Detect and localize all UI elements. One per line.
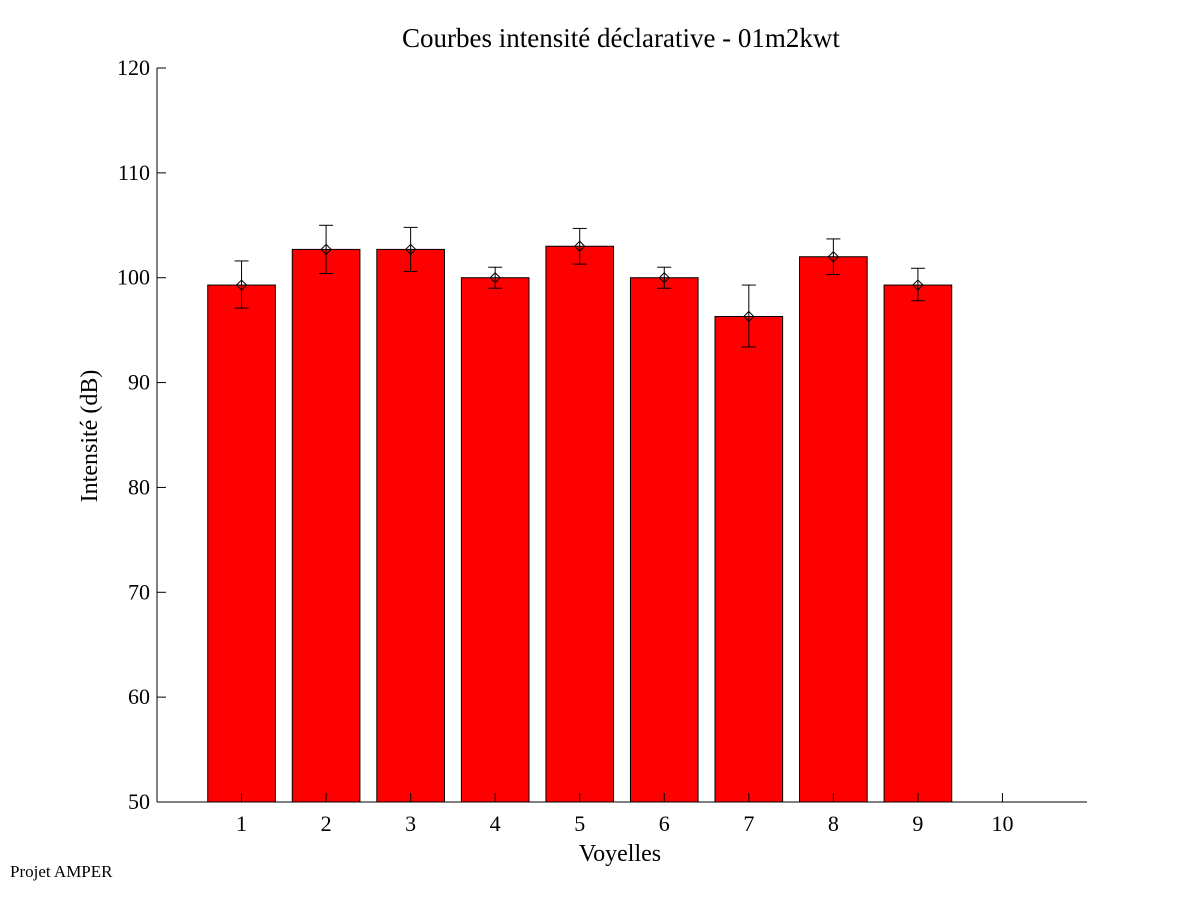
y-tick-label-110: 110: [118, 160, 150, 185]
y-tick-label-100: 100: [117, 265, 150, 290]
x-tick-label-7: 7: [743, 811, 754, 836]
chart-title: Courbes intensité déclarative - 01m2kwt: [402, 23, 840, 53]
bar-6: [629, 277, 699, 803]
x-tick-label-6: 6: [659, 811, 670, 836]
x-tick-label-8: 8: [828, 811, 839, 836]
x-tick-label-10: 10: [991, 811, 1013, 836]
mean-marker-4: [489, 272, 501, 284]
error-bar-4: [488, 266, 503, 289]
x-tick-label-2: 2: [321, 811, 332, 836]
bar-3: [376, 248, 445, 803]
error-bar-2: [319, 224, 334, 275]
x-tick-label-4: 4: [490, 811, 501, 836]
footer-credit: Projet AMPER: [10, 862, 113, 881]
mean-marker-3: [404, 243, 417, 256]
mean-marker-9: [912, 279, 924, 291]
mean-marker-8: [827, 251, 840, 263]
bar-8: [799, 256, 868, 803]
bar-9: [883, 284, 953, 803]
bar-4: [460, 277, 530, 803]
error-bar-7: [741, 284, 756, 348]
error-bar-5: [572, 227, 587, 265]
bar-5: [545, 245, 615, 803]
error-bar-6: [657, 266, 672, 289]
mean-marker-5: [574, 240, 586, 252]
y-tick-label-120: 120: [117, 55, 150, 80]
mean-marker-7: [743, 310, 755, 323]
x-tick-label-9: 9: [912, 811, 923, 836]
y-tick-label-80: 80: [128, 474, 150, 499]
x-tick-label-5: 5: [574, 811, 585, 836]
error-bar-3: [403, 226, 418, 272]
y-tick-label-50: 50: [128, 789, 150, 814]
error-bar-9: [910, 267, 925, 302]
error-bar-8: [826, 238, 841, 276]
y-tick-label-90: 90: [128, 370, 150, 395]
x-axis-label: Voyelles: [579, 841, 661, 867]
x-tick-label-3: 3: [405, 811, 416, 836]
bar-1: [207, 284, 276, 803]
y-tick-label-70: 70: [128, 579, 150, 604]
y-tick-label-60: 60: [128, 684, 150, 709]
bars-group: [207, 245, 953, 803]
bar-7: [714, 316, 784, 803]
mean-marker-1: [235, 279, 248, 291]
x-tick-label-1: 1: [236, 811, 247, 836]
error-bars-group: [234, 224, 925, 348]
y-axis-label: Intensité (dB): [77, 370, 103, 503]
bar-2: [291, 248, 361, 803]
axes-group: 50 60 70 80 90 100 110 120 1 2 3 4 5 6 7 8 9 10: [117, 55, 1087, 836]
mean-marker-6: [658, 272, 670, 284]
mean-marker-2: [320, 243, 332, 256]
error-bar-1: [234, 260, 249, 309]
